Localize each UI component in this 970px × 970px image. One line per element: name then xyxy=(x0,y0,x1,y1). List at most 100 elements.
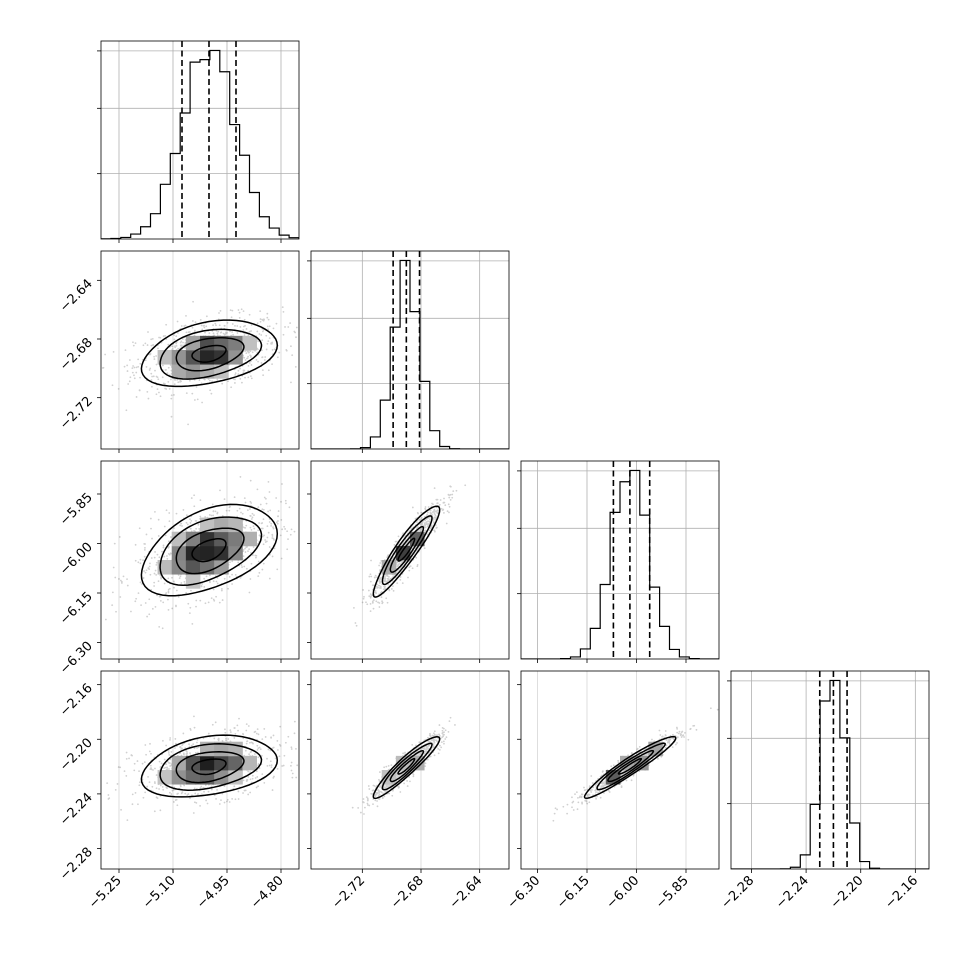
sample-point xyxy=(138,784,141,787)
sample-point xyxy=(254,554,257,557)
sample-point xyxy=(433,754,436,757)
sample-point xyxy=(385,790,388,792)
sample-point xyxy=(423,752,426,755)
sample-point xyxy=(155,375,158,378)
sample-point xyxy=(175,344,178,347)
sample-point xyxy=(380,791,383,794)
sample-point xyxy=(380,587,382,589)
sample-point xyxy=(276,356,279,359)
sample-point xyxy=(195,385,198,388)
sample-point xyxy=(142,577,145,580)
sample-point xyxy=(220,331,223,334)
sample-point xyxy=(180,582,183,584)
sample-point xyxy=(280,557,283,560)
sample-point xyxy=(249,515,252,517)
sample-point xyxy=(231,331,233,333)
sample-point xyxy=(189,527,192,530)
sample-point xyxy=(432,517,435,520)
sample-point xyxy=(436,512,439,515)
sample-point xyxy=(290,769,293,772)
sample-point xyxy=(455,489,458,492)
sample-point xyxy=(197,793,199,795)
sample-point xyxy=(438,503,441,506)
sample-point xyxy=(150,768,153,771)
sample-point xyxy=(224,731,227,734)
sample-point xyxy=(425,523,428,526)
sample-point xyxy=(234,324,236,327)
sample-point xyxy=(159,599,162,602)
sample-point xyxy=(200,382,203,385)
sample-point xyxy=(144,744,147,746)
sample-point xyxy=(165,388,168,390)
sample-point xyxy=(179,746,181,748)
sample-point xyxy=(674,743,677,746)
density-cell xyxy=(157,350,173,365)
sample-point xyxy=(440,507,443,510)
sample-point xyxy=(226,798,229,801)
sample-point xyxy=(380,790,383,793)
sample-point xyxy=(237,373,240,376)
sample-point xyxy=(295,336,297,339)
sample-point xyxy=(173,527,175,530)
sample-point xyxy=(365,601,367,604)
sample-point xyxy=(371,789,374,792)
sample-point xyxy=(237,309,240,311)
sample-point xyxy=(268,491,271,493)
sample-point xyxy=(277,515,279,518)
sample-point xyxy=(257,506,260,509)
sample-point xyxy=(242,310,245,313)
sample-point xyxy=(432,745,435,748)
sample-point xyxy=(440,741,443,744)
sample-point xyxy=(273,547,276,550)
sample-point xyxy=(396,582,399,585)
sample-point xyxy=(428,522,431,525)
sample-point xyxy=(170,793,173,795)
sample-point xyxy=(277,520,279,522)
sample-point xyxy=(166,557,169,560)
sample-point xyxy=(378,790,381,793)
sample-point xyxy=(139,558,142,561)
sample-point xyxy=(428,520,431,523)
sample-point xyxy=(445,522,448,525)
sample-point xyxy=(389,578,392,581)
sample-point xyxy=(257,785,259,788)
sample-point xyxy=(230,386,233,389)
sample-point xyxy=(290,381,292,384)
density-cell xyxy=(200,364,215,379)
sample-point xyxy=(137,358,140,361)
sample-point xyxy=(398,563,401,565)
sample-point xyxy=(242,732,244,735)
sample-point xyxy=(175,589,178,592)
sample-point xyxy=(262,330,264,333)
sample-point xyxy=(163,767,166,769)
sample-point xyxy=(383,766,386,769)
sample-point xyxy=(203,324,206,327)
sample-point xyxy=(236,509,239,512)
sample-point xyxy=(228,509,231,512)
sample-point xyxy=(432,503,434,506)
sample-point xyxy=(426,525,429,528)
sample-point xyxy=(388,785,391,787)
sample-point xyxy=(408,534,410,537)
sample-point xyxy=(249,771,252,774)
sample-point xyxy=(135,371,138,374)
sample-point xyxy=(664,734,667,737)
sample-point xyxy=(174,378,177,381)
sample-point xyxy=(151,385,153,388)
sample-point xyxy=(282,764,285,767)
sample-point xyxy=(431,511,434,514)
sample-point xyxy=(449,493,452,496)
sample-point xyxy=(249,356,252,358)
sample-point xyxy=(262,508,265,511)
sample-point xyxy=(135,396,138,398)
sample-point xyxy=(249,791,252,794)
sample-point xyxy=(378,584,381,587)
sample-point xyxy=(189,518,191,521)
sample-point xyxy=(278,351,281,354)
sample-point xyxy=(432,732,435,735)
sample-point xyxy=(154,369,156,372)
sample-point xyxy=(137,365,140,368)
sample-point xyxy=(355,624,358,627)
sample-point xyxy=(128,757,130,760)
sample-point xyxy=(271,342,273,345)
